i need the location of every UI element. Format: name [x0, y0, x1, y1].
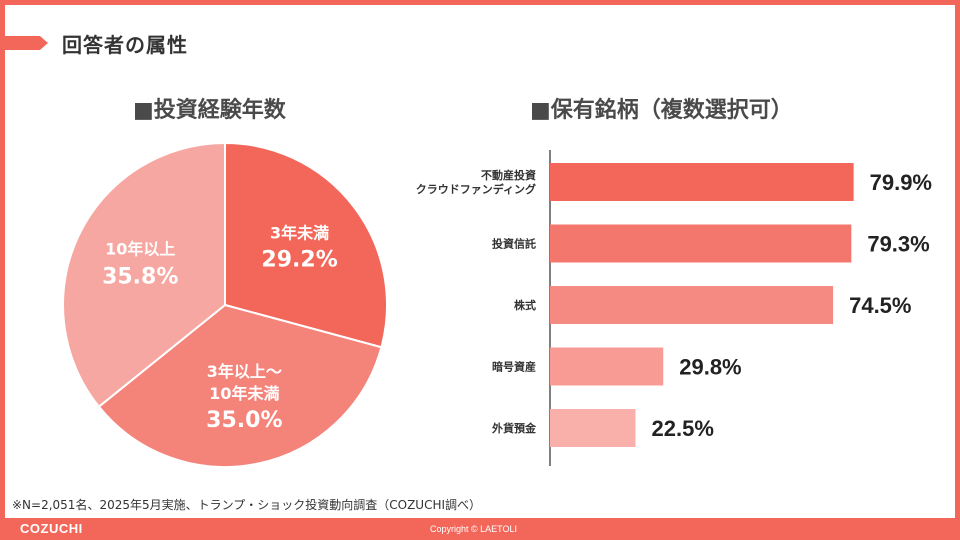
title-arrow-icon	[0, 36, 48, 50]
pie-value-label: 35.8%	[102, 264, 179, 290]
footer-brand: COZUCHI	[20, 521, 83, 536]
bar-value-label: 22.5%	[652, 416, 714, 441]
bar-chart: 不動産投資クラウドファンディング 79.9% 投資信託 79.3% 株式 74.5% 暗号資…	[370, 150, 950, 470]
pie-chart-title: ■投資経験年数	[133, 98, 286, 123]
bar-category-label: 外貨預金	[491, 421, 537, 435]
pie-label-0: 3年未満 29.2%	[261, 223, 337, 274]
pie-category-label: 10年未満	[209, 383, 280, 403]
bar-category-label: 株式	[514, 298, 536, 312]
pie-chart: 3年未満 29.2% 3年以上～ 10年未満 35.0% 10年以上 35.8%	[60, 140, 390, 470]
bar-value-label: 79.3%	[867, 232, 929, 257]
pie-category-label: 3年未満	[270, 223, 330, 243]
bar-1	[550, 224, 852, 263]
bar-2	[550, 286, 834, 324]
bar-category-label: 投資信託	[492, 237, 536, 251]
top-border	[0, 0, 960, 5]
pie-label-2: 10年以上 35.8%	[102, 239, 178, 290]
bar-category-label: 不動産投資クラウドファンディング	[416, 168, 536, 196]
pie-value-label: 29.2%	[261, 248, 338, 274]
pie-slice-1	[97, 303, 383, 468]
pie-label-1: 3年以上～ 10年未満 35.0%	[206, 361, 282, 433]
left-border	[0, 0, 5, 540]
footnote: ※N=2,051名、2025年5月実施、トランプ・ショック投資動向調査（COZU…	[12, 498, 482, 512]
pie-category-label: 10年以上	[105, 240, 176, 260]
bar-value-label: 74.5%	[849, 293, 911, 318]
pie-slice-2	[62, 141, 226, 409]
right-border	[955, 0, 960, 540]
bar-chart-svg: 不動産投資クラウドファンディング 79.9% 投資信託 79.3% 株式 74.5% 暗号資…	[416, 150, 932, 466]
bar-4	[550, 409, 636, 447]
pie-slice-0	[224, 141, 388, 349]
bar-0	[550, 163, 854, 201]
page-title: 回答者の属性	[62, 33, 188, 57]
bar-value-label: 79.9%	[870, 170, 932, 195]
bar-chart-title: ■保有銘柄（複数選択可）	[530, 98, 793, 123]
bar-category-label: 暗号資産	[492, 360, 536, 374]
pie-chart-svg	[62, 141, 388, 468]
footer-copyright: Copyright © LAETOLI	[430, 524, 518, 534]
bar-value-label: 29.8%	[679, 355, 741, 380]
footer-bar: COZUCHI Copyright © LAETOLI	[0, 518, 960, 540]
pie-category-label: 3年以上～	[206, 361, 282, 381]
pie-value-label: 35.0%	[206, 408, 283, 434]
bar-3	[550, 347, 664, 386]
